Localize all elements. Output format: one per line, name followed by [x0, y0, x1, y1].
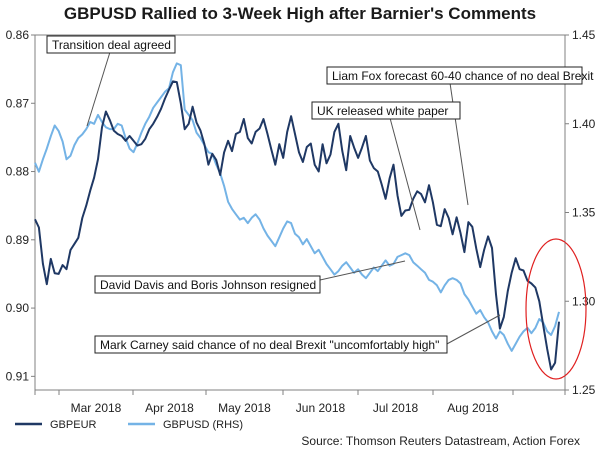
annotation-white-paper-text: UK released white paper	[317, 104, 448, 118]
connector-transition-deal	[86, 51, 111, 127]
series-line-gbpeur	[34, 80, 560, 371]
left-y-axis: 0.86 0.87 0.88 0.89 0.90 0.91	[6, 28, 35, 383]
x-axis-tick-label: Jun 2018	[296, 401, 346, 415]
annotation-transition-deal: Transition deal agreed	[46, 35, 176, 54]
annotation-liam-fox: Liam Fox forecast 60-40 chance of no dea…	[326, 66, 594, 85]
right-axis-tick-label: 1.40	[572, 117, 596, 131]
left-axis-tick-label: 0.88	[6, 165, 30, 179]
left-axis-tick-label: 0.89	[6, 233, 30, 247]
x-axis: Mar 2018 Apr 2018 May 2018 Jun 2018 Jul 2018…	[34, 390, 566, 415]
annotation-connectors	[86, 51, 501, 346]
connector-white-paper	[389, 117, 421, 231]
annotation-liam-fox-text: Liam Fox forecast 60-40 chance of no dea…	[332, 69, 594, 83]
annotation-davis-johnson: David Davis and Boris Johnson resigned	[94, 275, 321, 294]
annotation-davis-johnson-text: David Davis and Boris Johnson resigned	[100, 278, 316, 292]
left-axis-tick-label: 0.91	[6, 369, 30, 383]
left-axis-tick-label: 0.90	[6, 301, 30, 315]
series-line-gbpusd	[34, 62, 560, 352]
annotation-carney: Mark Carney said chance of no deal Brexi…	[94, 335, 448, 354]
legend: GBPEUR GBPUSD (RHS)	[15, 419, 243, 431]
x-axis-tick-label: Aug 2018	[447, 401, 499, 415]
legend-label-gbpeur: GBPEUR	[50, 419, 97, 431]
right-axis-tick-label: 1.45	[572, 28, 596, 42]
x-axis-tick-label: Jul 2018	[373, 401, 419, 415]
right-axis-tick-label: 1.35	[572, 206, 596, 220]
connector-carney	[444, 314, 501, 346]
source-note: Source: Thomson Reuters Datastream, Acti…	[301, 434, 580, 448]
annotation-white-paper: UK released white paper	[311, 101, 461, 120]
left-axis-tick-label: 0.87	[6, 96, 30, 110]
chart-title: GBPUSD Rallied to 3-Week High after Barn…	[63, 4, 537, 23]
x-axis-tick-label: Apr 2018	[145, 401, 194, 415]
annotation-transition-deal-text: Transition deal agreed	[52, 38, 171, 52]
right-y-axis: 1.25 1.30 1.35 1.40 1.45	[565, 28, 596, 397]
right-axis-tick-label: 1.25	[572, 383, 596, 397]
series-lines	[34, 62, 560, 371]
right-axis-tick-label: 1.30	[572, 294, 596, 308]
legend-label-gbpusd: GBPUSD (RHS)	[163, 419, 243, 431]
x-axis-tick-label: Mar 2018	[71, 401, 122, 415]
connector-liam-fox	[449, 82, 469, 206]
connector-davis-johnson	[319, 260, 406, 281]
highlight-ellipse	[525, 238, 587, 380]
left-axis-tick-label: 0.86	[6, 28, 30, 42]
x-axis-tick-label: May 2018	[218, 401, 271, 415]
annotation-carney-text: Mark Carney said chance of no deal Brexi…	[100, 338, 439, 352]
